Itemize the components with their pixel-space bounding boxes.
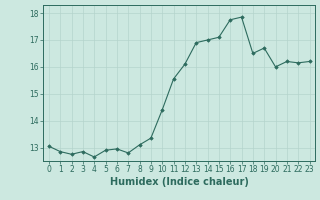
X-axis label: Humidex (Indice chaleur): Humidex (Indice chaleur) [110, 177, 249, 187]
